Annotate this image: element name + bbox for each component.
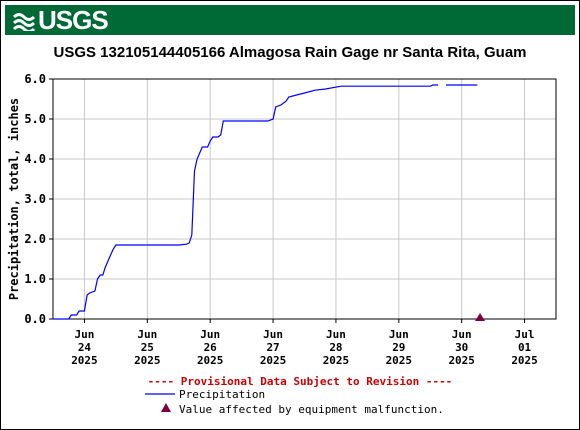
x-tick-label: Jul bbox=[515, 328, 535, 341]
x-tick-label: Jun bbox=[263, 328, 283, 341]
provisional-notice: ---- Provisional Data Subject to Revisio… bbox=[148, 375, 453, 388]
x-tick-label: 28 bbox=[329, 341, 342, 354]
x-tick-label: Jun bbox=[137, 328, 157, 341]
x-tick-label: 2025 bbox=[71, 354, 98, 367]
x-tick-label: Jun bbox=[326, 328, 346, 341]
x-tick-label: Jun bbox=[200, 328, 220, 341]
x-tick-label: 25 bbox=[141, 341, 154, 354]
x-tick-label: 2025 bbox=[197, 354, 224, 367]
x-tick-label: 2025 bbox=[260, 354, 287, 367]
x-tick-label: 2025 bbox=[323, 354, 350, 367]
usgs-wave-icon bbox=[13, 13, 35, 31]
usgs-logo[interactable]: USGS bbox=[13, 5, 109, 35]
y-tick-label: 6.0 bbox=[24, 72, 46, 86]
x-tick-label: 01 bbox=[518, 341, 532, 354]
x-tick-label: 29 bbox=[392, 341, 405, 354]
usgs-logo-text: USGS bbox=[38, 5, 109, 35]
x-tick-label: 2025 bbox=[448, 354, 475, 367]
legend-malfunction-label: Value affected by equipment malfunction. bbox=[179, 403, 444, 416]
legend-triangle-symbol bbox=[161, 403, 171, 412]
x-tick-label: 30 bbox=[455, 341, 468, 354]
y-tick-label: 0.0 bbox=[24, 312, 46, 326]
x-tick-label: Jun bbox=[389, 328, 409, 341]
x-tick-label: 2025 bbox=[511, 354, 538, 367]
y-tick-label: 4.0 bbox=[24, 152, 46, 166]
y-axis-label: Precipitation, total, inches bbox=[7, 98, 21, 300]
y-tick-label: 5.0 bbox=[24, 112, 46, 126]
x-tick-label: Jun bbox=[452, 328, 472, 341]
x-tick-label: 26 bbox=[204, 341, 218, 354]
legend-precipitation-label: Precipitation bbox=[179, 388, 265, 401]
x-tick-label: 24 bbox=[78, 341, 92, 354]
x-tick-label: 2025 bbox=[134, 354, 161, 367]
x-tick-label: 27 bbox=[266, 341, 279, 354]
y-tick-label: 1.0 bbox=[24, 272, 46, 286]
usgs-banner: USGS bbox=[5, 5, 575, 35]
y-tick-label: 3.0 bbox=[24, 192, 46, 206]
precipitation-line bbox=[53, 84, 439, 320]
x-tick-label: Jun bbox=[75, 328, 95, 341]
malfunction-marker bbox=[475, 313, 486, 321]
y-tick-label: 2.0 bbox=[24, 232, 46, 246]
x-tick-label: 2025 bbox=[386, 354, 413, 367]
chart-title: USGS 132105144405166 Almagosa Rain Gage … bbox=[53, 44, 527, 61]
